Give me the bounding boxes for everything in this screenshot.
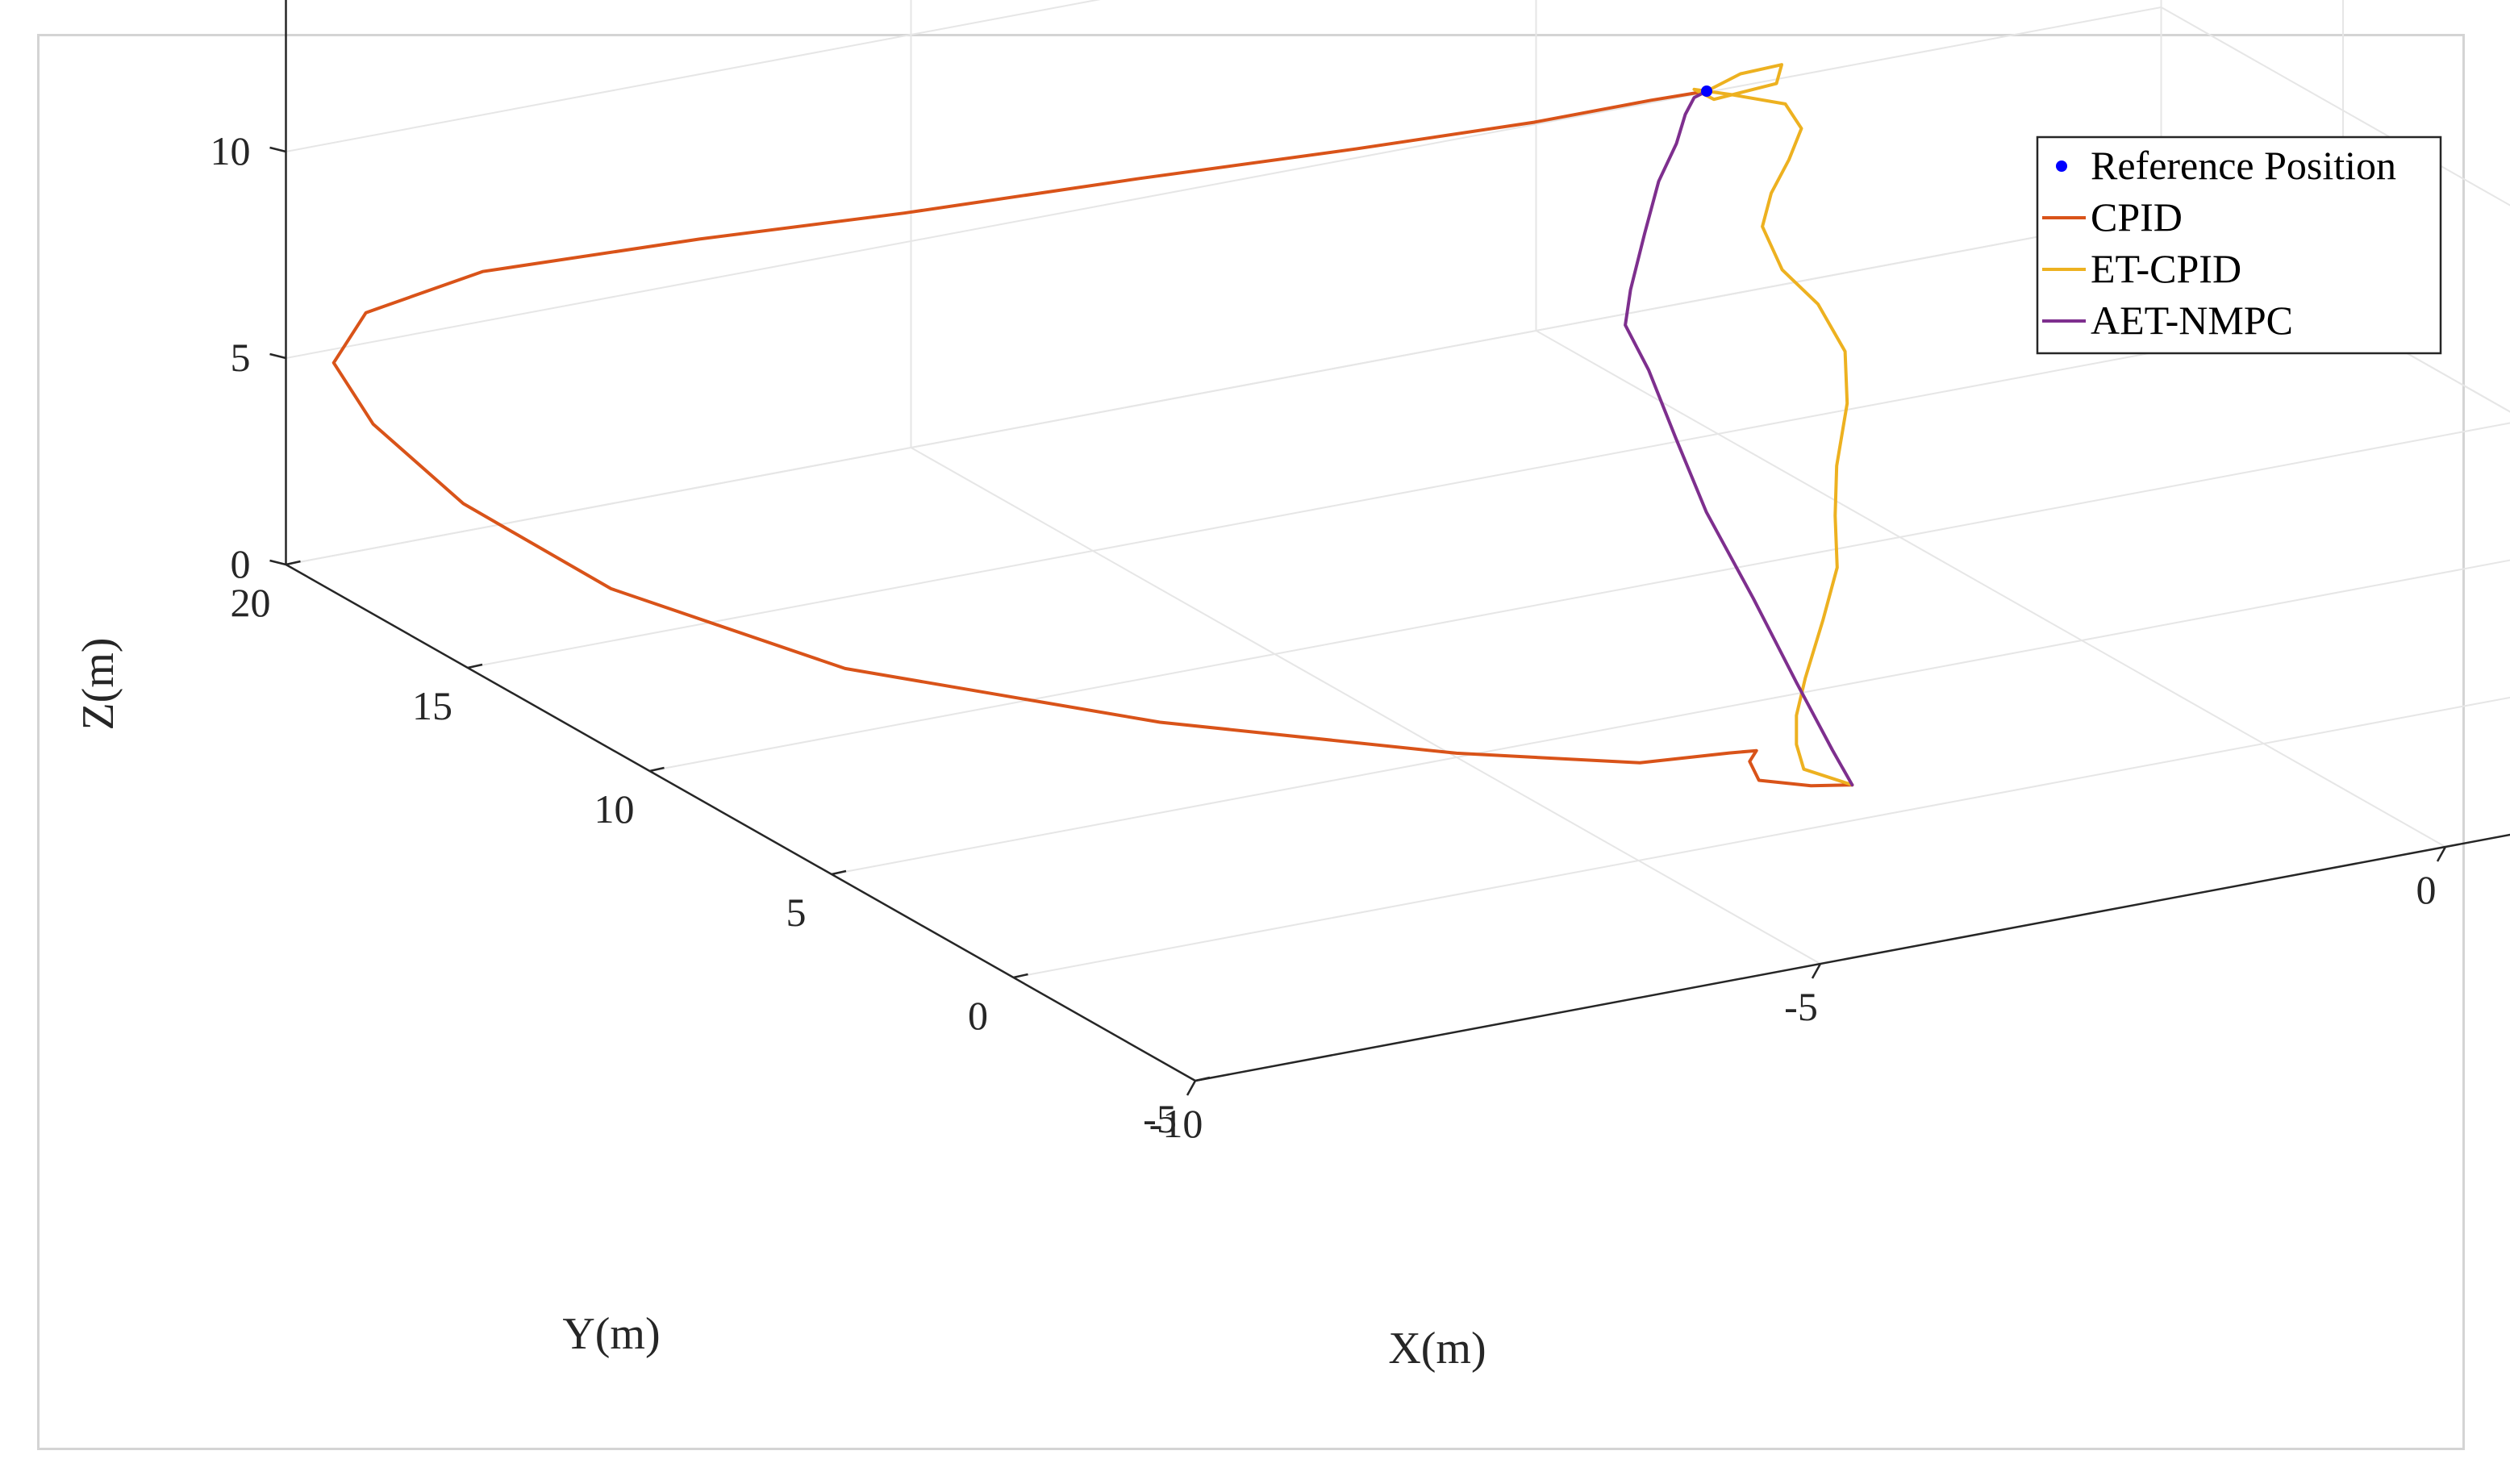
- legend-box: [2036, 135, 2442, 355]
- grid-line-z-back: [286, 213, 2162, 565]
- z-axis-label: Z(m): [73, 637, 123, 730]
- axes: [269, 0, 2510, 1096]
- grid-line-z-side: [2161, 6, 2510, 206]
- x-tick-mark: [1811, 963, 1822, 979]
- y-tick-mark: [649, 766, 665, 773]
- legend[interactable]: Reference Position CPID ET-CPID AET-NMPC: [2036, 135, 2442, 355]
- series-line-aet-nmpc: [1624, 90, 1854, 787]
- y-axis-line: [285, 563, 1196, 1082]
- reference-position-marker: [1701, 85, 1712, 97]
- legend-label-cpid: CPID: [2091, 194, 2183, 240]
- grid-line-x-floor: [911, 447, 1821, 965]
- x-tick-mark: [2436, 846, 2447, 862]
- z-tick-label: 5: [231, 335, 251, 380]
- y-tick-mark: [831, 869, 847, 876]
- y-tick-mark: [286, 560, 301, 566]
- z-tick-mark: [269, 559, 286, 566]
- y-axis-label: Y(m): [562, 1309, 660, 1359]
- y-tick-mark: [1195, 1076, 1211, 1082]
- legend-label-aet-nmpc: AET-NMPC: [2091, 298, 2293, 343]
- x-tick-label: 0: [2416, 867, 2437, 912]
- y-tick-mark: [467, 663, 483, 669]
- labels: -10-505-505101520051015X(m)Y(m)Z(m): [73, 128, 2437, 1374]
- grid-line-z-side: [2162, 0, 2510, 110]
- y-tick-label: 15: [412, 683, 452, 728]
- x-axis-label: X(m): [1388, 1324, 1486, 1374]
- series-line-cpid: [331, 90, 1854, 788]
- legend-marker-reference: [2056, 160, 2067, 172]
- grid-line-y-floor: [467, 316, 2344, 669]
- x-tick-mark: [1186, 1080, 1197, 1096]
- z-tick-mark: [269, 146, 286, 153]
- grid-line-y-floor: [831, 559, 2510, 875]
- y-tick-label: 10: [594, 786, 635, 832]
- legend-label-et-cpid: ET-CPID: [2091, 246, 2241, 291]
- grid-line-z-back: [286, 0, 1101, 152]
- x-tick-label: -5: [1784, 984, 1818, 1029]
- x-axis-line: [1195, 833, 2510, 1082]
- z-tick-label: 0: [231, 541, 251, 586]
- y-tick-label: -5: [1143, 1096, 1177, 1141]
- grid-line-x-floor: [1536, 330, 2446, 848]
- series-layer: [331, 63, 1854, 788]
- grid-line-y-floor: [649, 422, 2510, 772]
- series-line-et-cpid: [1692, 63, 1854, 787]
- legend-label-reference: Reference Position: [2091, 143, 2396, 188]
- y-tick-label: 5: [786, 890, 807, 935]
- grid-line-z-back: [286, 6, 2162, 359]
- z-tick-label: 10: [211, 128, 251, 173]
- x-tick-label: -10: [1149, 1101, 1203, 1146]
- y-tick-label: 0: [968, 993, 988, 1038]
- grid-line-y-floor: [1013, 696, 2510, 978]
- z-tick-mark: [269, 352, 286, 360]
- y-tick-mark: [1013, 973, 1028, 979]
- y-tick-label: 20: [231, 580, 271, 625]
